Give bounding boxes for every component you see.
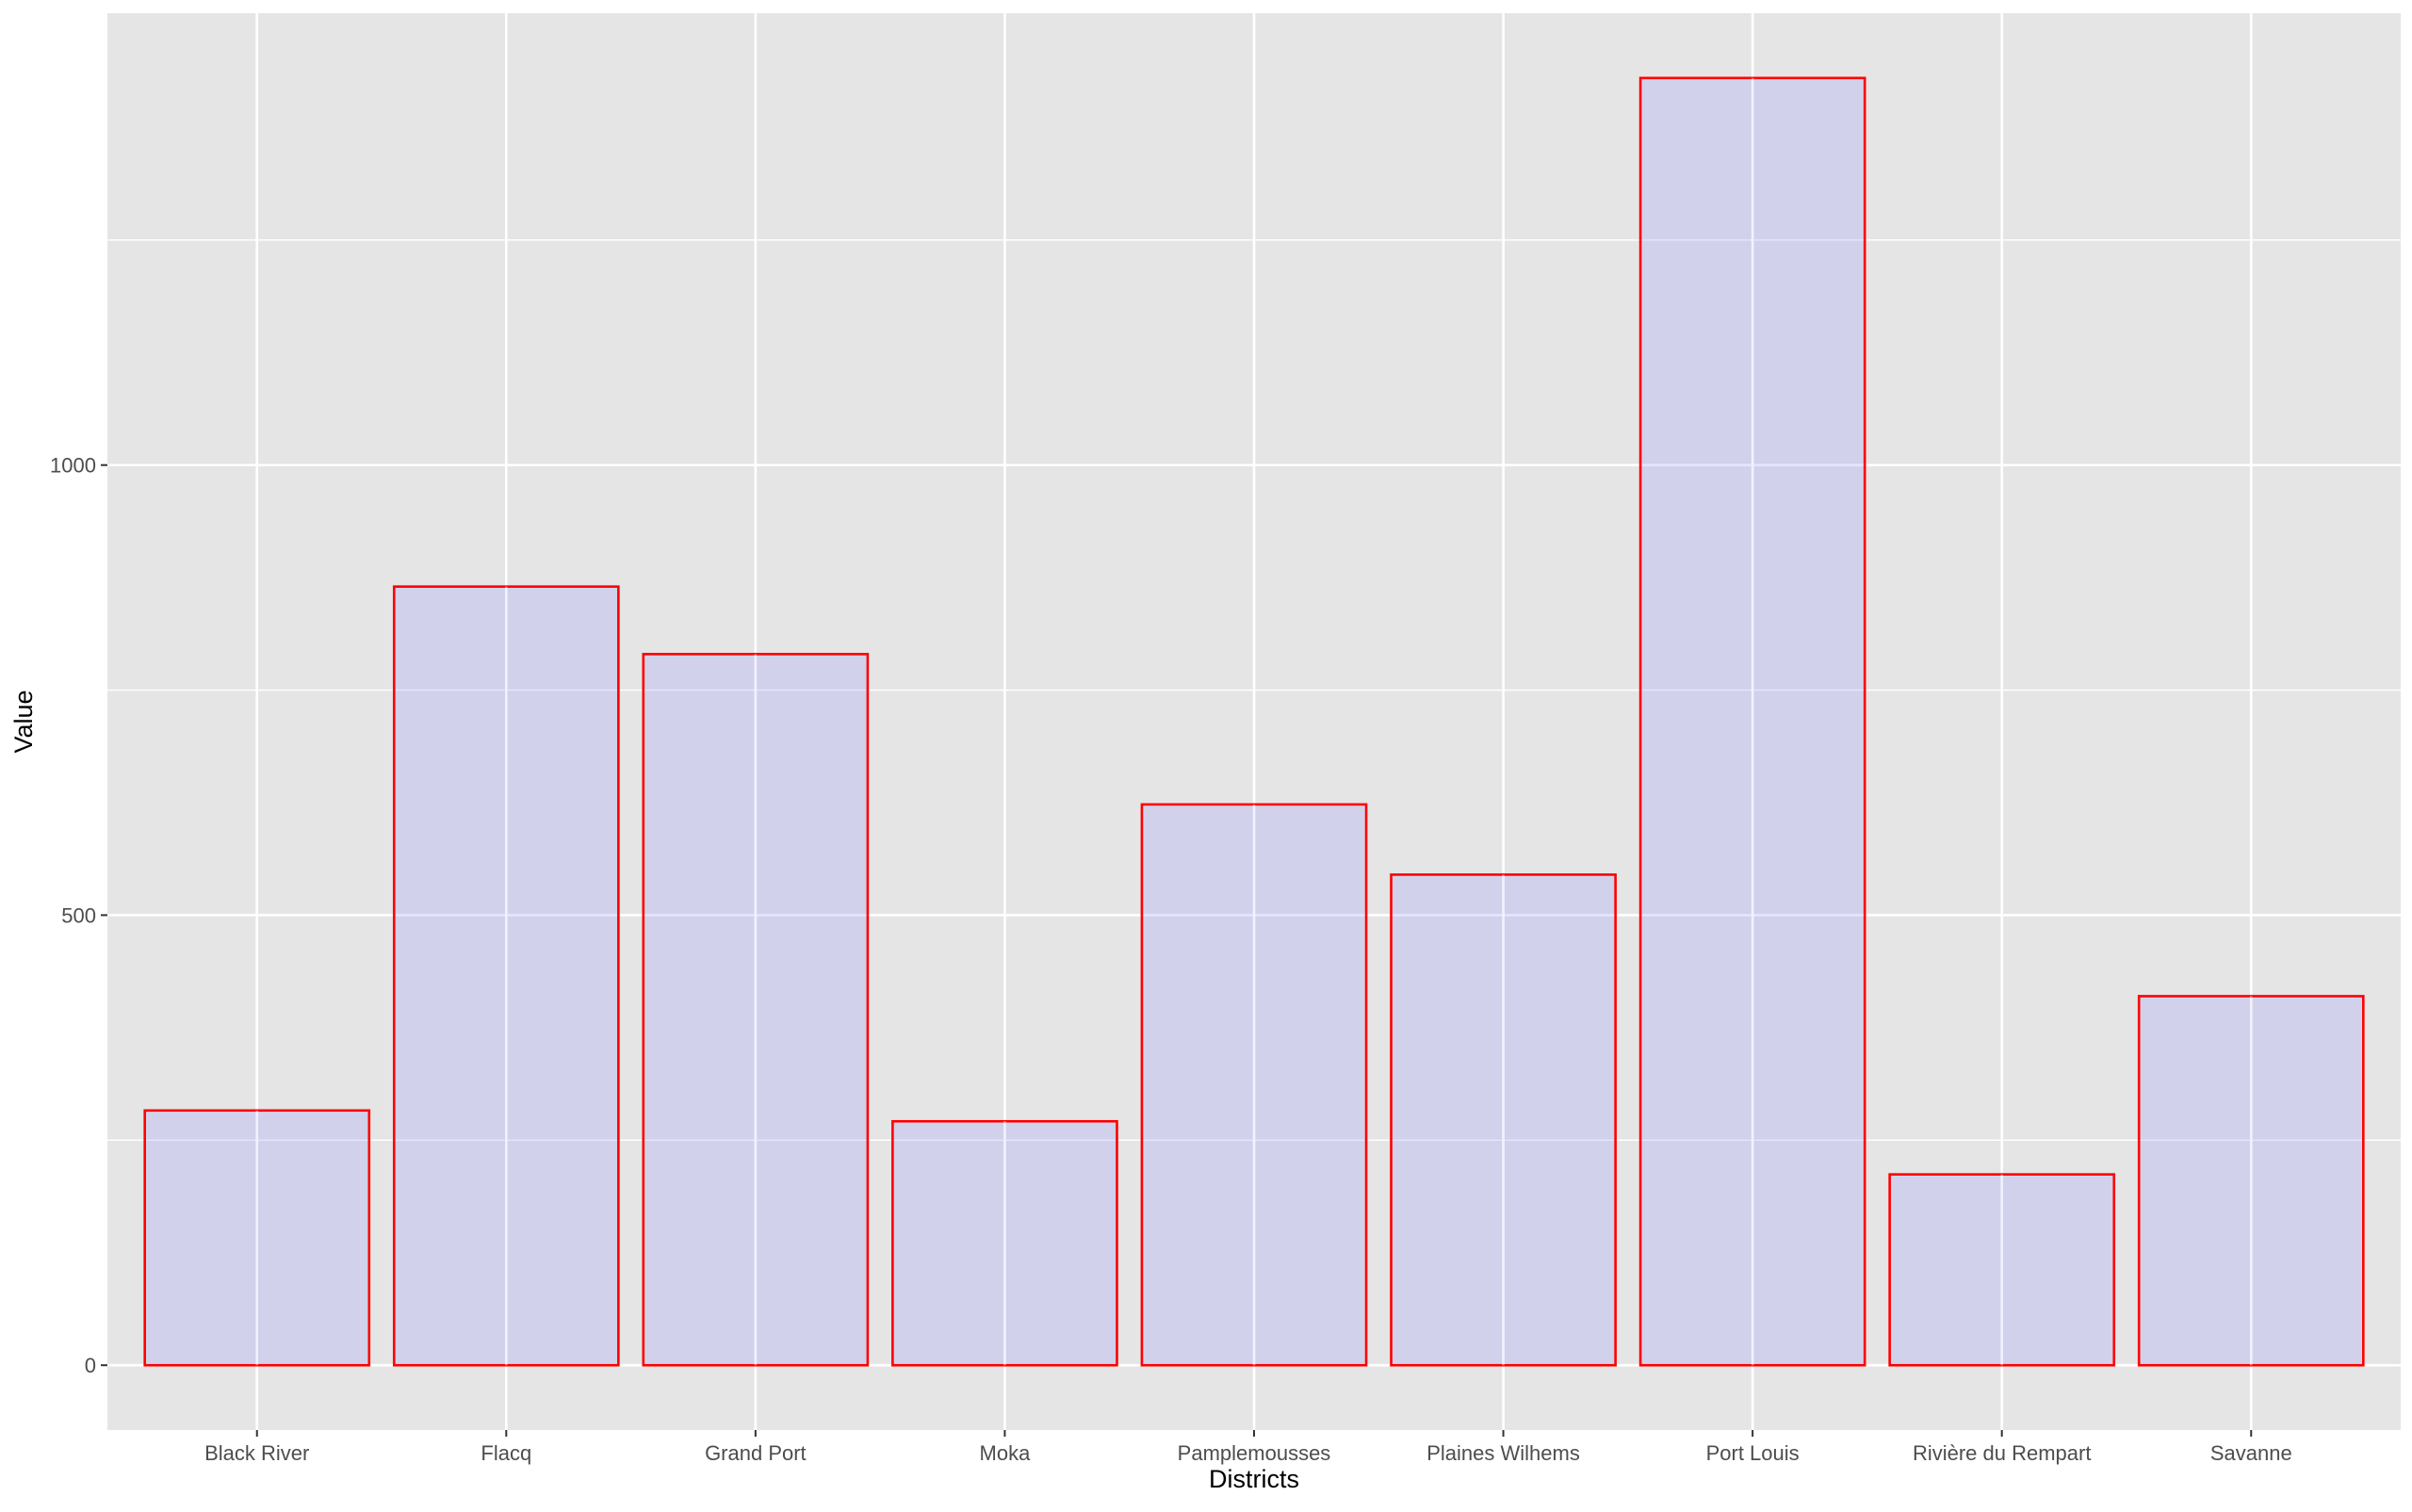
bar [1638,76,1866,1367]
x-tick-label: Grand Port [705,1441,807,1465]
y-tick-label: 1000 [50,454,96,478]
bar [143,1109,371,1367]
x-axis-title: Districts [1209,1465,1299,1493]
bar [1140,803,1368,1367]
x-tick-label: Black River [204,1441,309,1465]
vertical-grid-overlay [255,77,2253,1366]
y-tick-label: 500 [61,903,96,927]
bar [2137,995,2365,1367]
bar [1888,1173,2116,1367]
x-tick-label: Rivière du Rempart [1913,1441,2092,1465]
x-tick-label: Savanne [2210,1441,2292,1465]
x-tick-label: Port Louis [1706,1441,1800,1465]
bar [1390,873,1617,1367]
y-axis: 0 500 1000 [50,454,107,1377]
x-tick-label: Plaines Wilhems [1426,1441,1580,1465]
bar [891,1119,1118,1367]
bars [143,76,2365,1367]
grid-lines [107,13,2401,1430]
x-tick-label: Moka [980,1441,1032,1465]
x-tick-label: Pamplemousses [1178,1441,1331,1465]
y-axis-title: Value [9,690,38,753]
x-tick-label: Flacq [481,1441,531,1465]
bar [392,585,620,1367]
bar [642,653,870,1367]
x-axis: Black River Flacq Grand Port Moka Pamplemous… [204,1430,2292,1465]
y-tick-label: 0 [85,1354,96,1377]
